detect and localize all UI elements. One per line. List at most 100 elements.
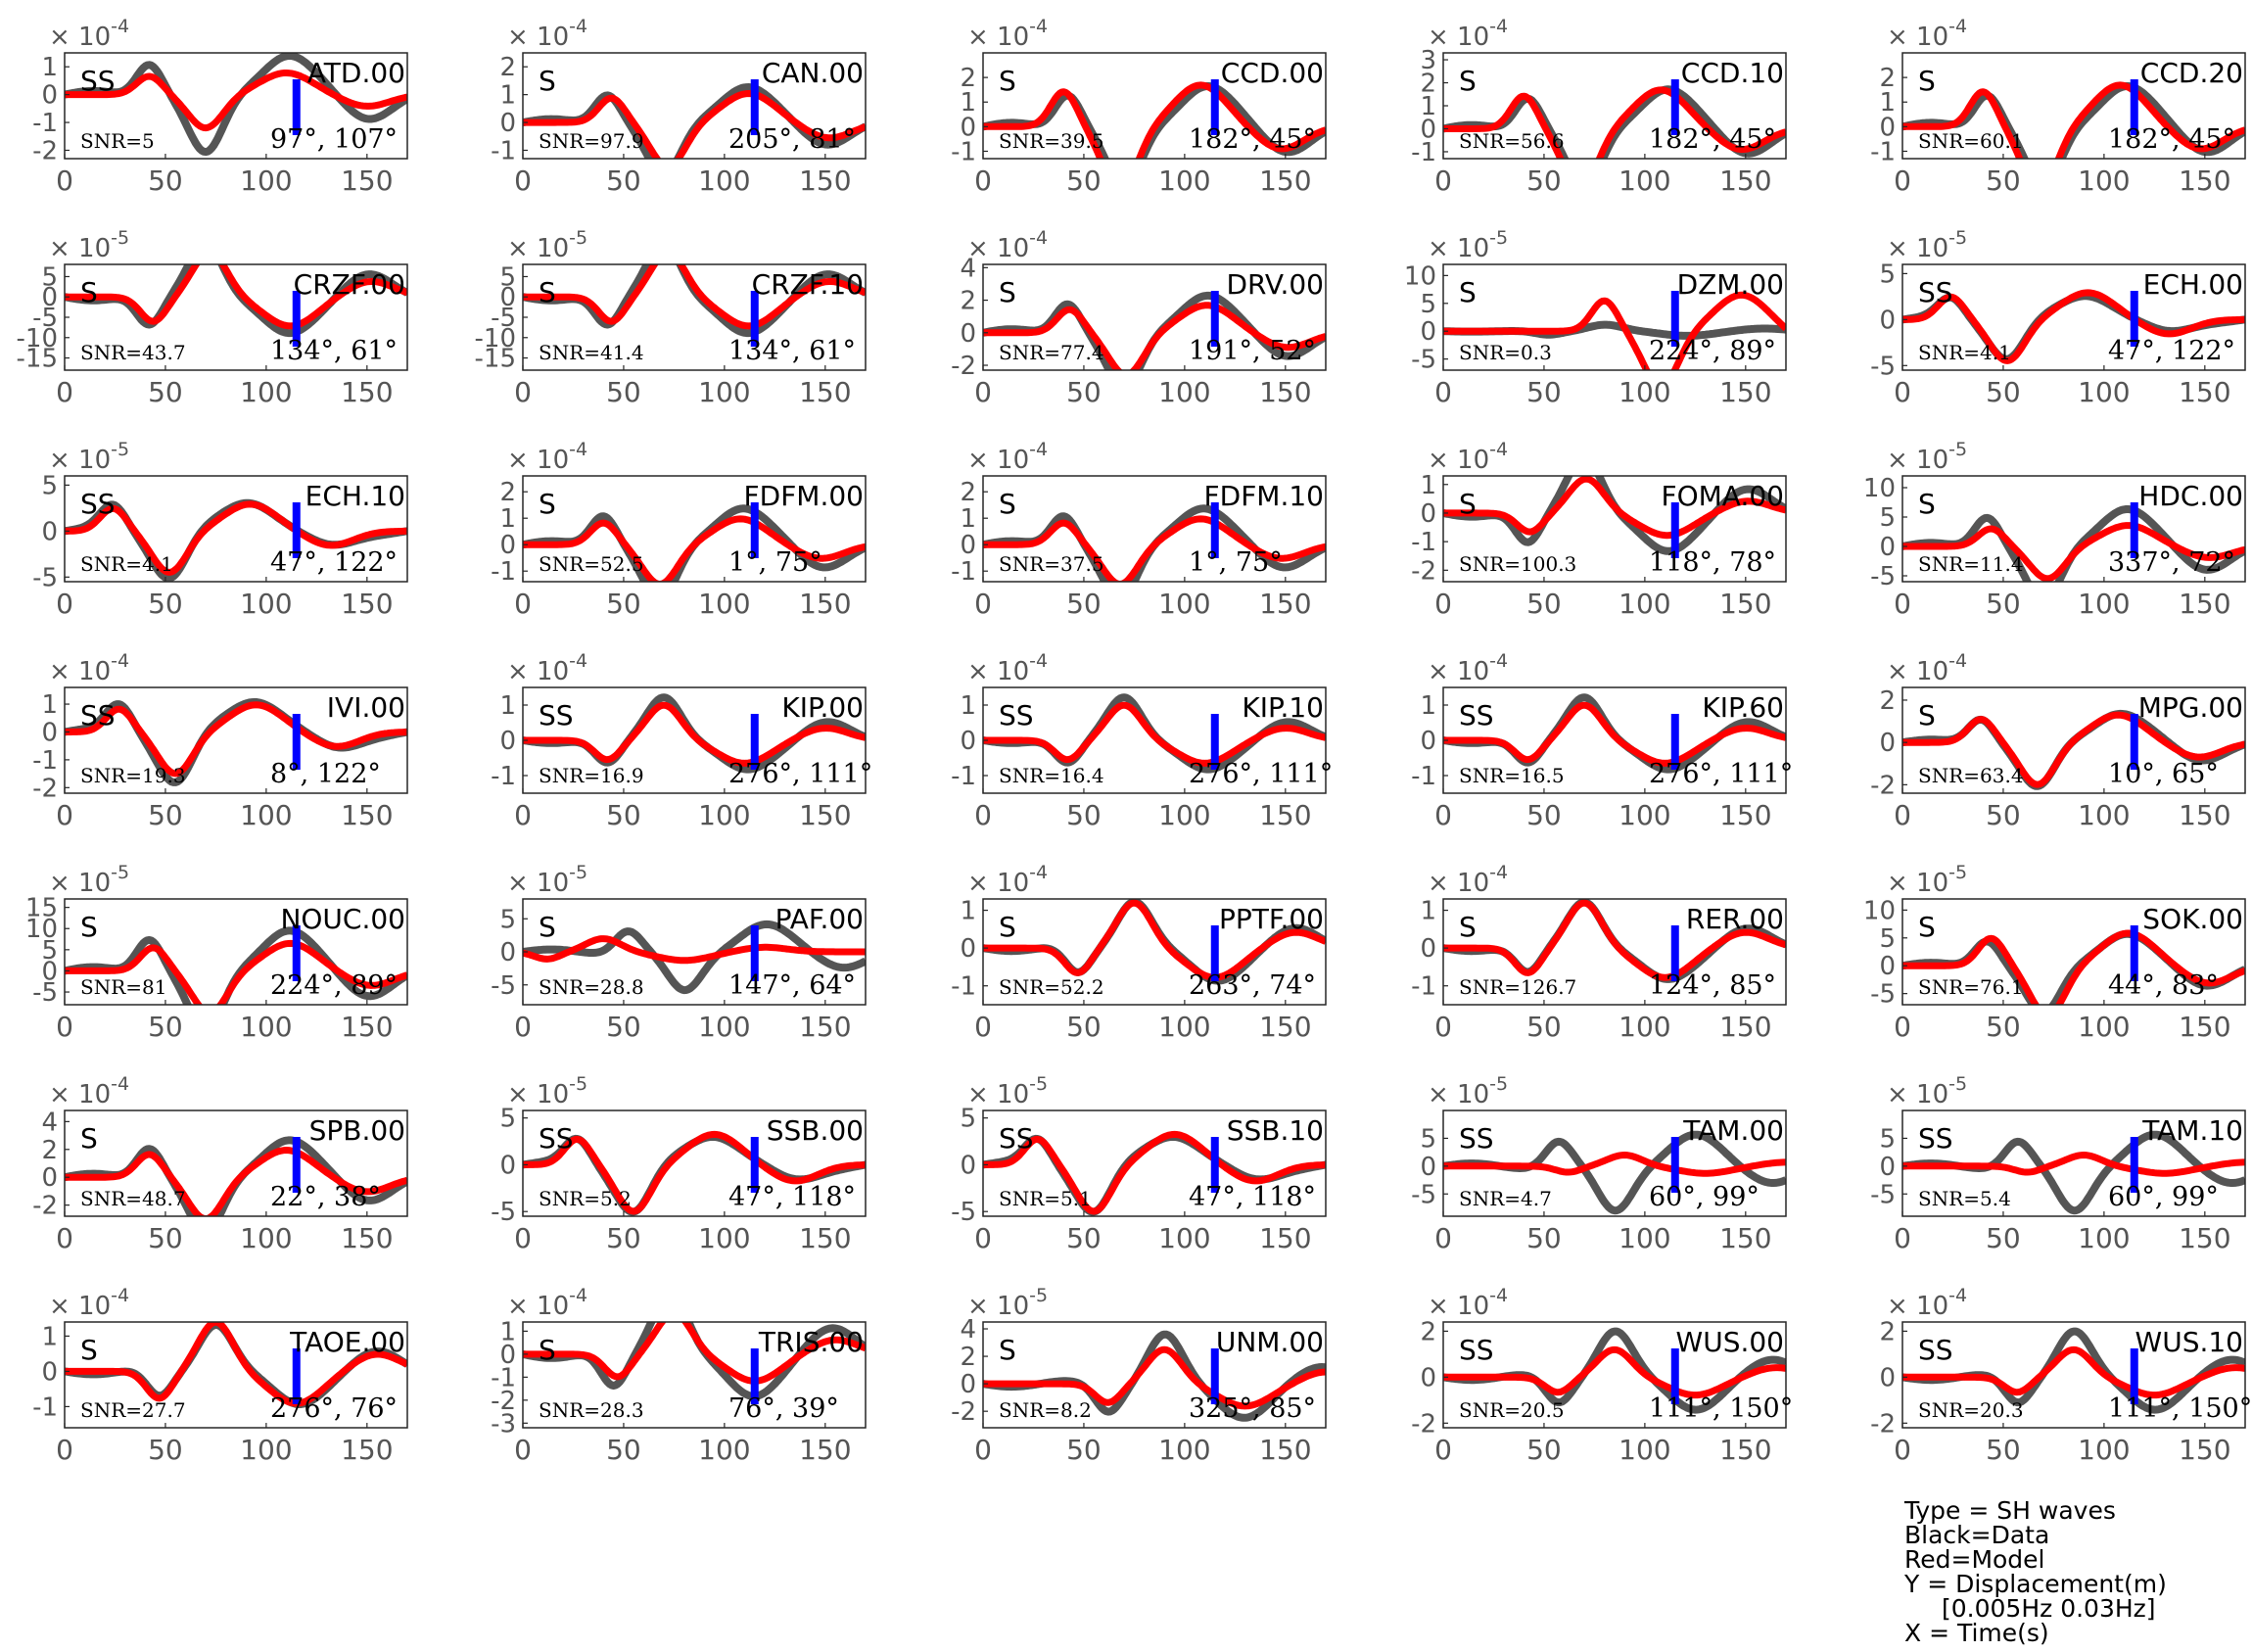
panel-rer-00: 0 50 100 150 -1 0 1× 10-4 S RER.00 SNR=126.7 124°,…: [1411, 862, 1787, 1043]
phase-label: SS: [1459, 1122, 1494, 1155]
station-label: SOK.00: [2142, 903, 2243, 935]
y-tick-label: 1: [499, 81, 516, 111]
y-tick-label: 10: [25, 915, 58, 944]
legend-type: Type = SH waves: [1904, 1496, 2116, 1525]
y-tick-label: -1: [1411, 138, 1436, 167]
x-tick-label: 150: [1719, 1222, 1771, 1254]
angles-label: 10°, 65°: [2108, 759, 2219, 789]
axes-frame: [64, 475, 408, 583]
snr-label: SNR=8.2: [999, 1398, 1092, 1422]
x-tick-label: 50: [148, 588, 183, 620]
axes-frame: [64, 52, 408, 160]
x-tick-label: 50: [1066, 165, 1102, 197]
y-tick-label: 0: [1420, 499, 1436, 529]
phase-label: S: [80, 911, 98, 943]
station-label: CAN.00: [762, 57, 864, 89]
snr-label: SNR=16.4: [999, 764, 1104, 787]
station-label: PAF.00: [775, 903, 864, 935]
x-tick-label: 150: [2179, 376, 2230, 408]
y-exponent-label: × 10-5: [507, 862, 587, 898]
y-tick-label: 1: [41, 1322, 58, 1351]
station-label: DZM.00: [1677, 268, 1784, 301]
y-tick-label: -1: [491, 557, 516, 587]
x-tick-label: 100: [2078, 1434, 2130, 1466]
phase-label: S: [80, 276, 98, 308]
y-exponent-label: × 10-4: [1887, 1285, 1967, 1321]
x-tick-label: 100: [1158, 376, 1210, 408]
x-tick-label: 50: [606, 588, 641, 620]
x-tick-label: 100: [1619, 799, 1670, 831]
y-tick-label: 5: [41, 471, 58, 500]
snr-label: SNR=19.3: [80, 764, 186, 787]
station-label: ATD.00: [307, 57, 405, 89]
x-tick-label: 0: [1894, 1434, 1911, 1466]
y-tick-label: 0: [1420, 1363, 1436, 1392]
model-trace: [1902, 1345, 2245, 1399]
y-exponent-label: × 10-4: [1887, 650, 1967, 686]
y-tick-label: 1: [499, 504, 516, 534]
x-tick-label: 0: [974, 1434, 992, 1466]
y-tick-label: 0: [499, 109, 516, 138]
y-tick-label: -1: [491, 136, 516, 165]
y-tick-label: -5: [1411, 346, 1436, 375]
model-trace: [983, 1345, 1326, 1410]
y-tick-label: 0: [499, 531, 516, 560]
y-tick-label: 10: [1404, 261, 1436, 291]
y-tick-label: -5: [491, 1198, 516, 1227]
x-tick-label: 50: [1526, 588, 1562, 620]
x-tick-label: 100: [1619, 376, 1670, 408]
x-tick-label: 100: [240, 588, 292, 620]
y-tick-label: 5: [1879, 260, 1896, 289]
phase-label: S: [999, 1334, 1016, 1366]
snr-label: SNR=11.4: [1918, 552, 2024, 576]
x-tick-label: 100: [1158, 799, 1210, 831]
y-tick-label: 0: [960, 727, 976, 756]
x-tick-label: 50: [1986, 1222, 2021, 1254]
axes-frame: [982, 263, 1327, 371]
model-trace: [523, 1130, 866, 1215]
angles-label: 276°, 76°: [270, 1393, 398, 1424]
angles-label: 147°, 64°: [728, 970, 856, 1001]
x-tick-label: 150: [1259, 1434, 1311, 1466]
station-label: SSB.10: [1227, 1114, 1324, 1147]
y-tick-label: -2: [1411, 556, 1436, 586]
snr-label: SNR=37.5: [999, 552, 1104, 576]
angles-label: 47°, 122°: [2108, 336, 2235, 366]
station-label: RER.00: [1686, 903, 1784, 935]
snr-label: SNR=5.2: [539, 1187, 632, 1210]
x-tick-label: 150: [1719, 376, 1771, 408]
x-tick-label: 0: [514, 1011, 532, 1043]
x-tick-label: 50: [1526, 1222, 1562, 1254]
y-tick-label: -1: [1870, 137, 1896, 166]
angles-label: 134°, 61°: [270, 336, 398, 366]
phase-label: S: [80, 1334, 98, 1366]
x-tick-label: 50: [1066, 799, 1102, 831]
phase-label: S: [1459, 488, 1477, 520]
y-tick-label: 5: [499, 905, 516, 934]
y-tick-label: 1: [960, 897, 976, 926]
axes-frame: [982, 52, 1327, 160]
y-tick-label: -2: [951, 352, 976, 381]
y-exponent-label: × 10-4: [49, 1073, 129, 1109]
x-tick-label: 150: [2179, 1434, 2230, 1466]
x-tick-label: 150: [2179, 165, 2230, 197]
model-trace: [65, 500, 407, 576]
panel-pptf-00: 0 50 100 150 -1 0 1× 10-4 S PPTF.00 SNR=52.2 263°,…: [951, 862, 1327, 1043]
x-tick-label: 50: [1066, 1011, 1102, 1043]
x-tick-label: 0: [1434, 1011, 1452, 1043]
station-label: FDFM.10: [1204, 480, 1324, 512]
x-tick-label: 0: [1894, 376, 1911, 408]
y-tick-label: 5: [1420, 290, 1436, 319]
y-exponent-label: × 10-5: [1428, 227, 1508, 263]
legend-model: Red=Model: [1904, 1545, 2045, 1574]
x-tick-label: 100: [2078, 799, 2130, 831]
y-tick-label: -5: [1870, 352, 1896, 381]
station-label: CCD.00: [1221, 57, 1324, 89]
x-tick-label: 100: [698, 165, 750, 197]
y-tick-label: -1: [491, 1363, 516, 1392]
snr-label: SNR=20.5: [1459, 1398, 1565, 1422]
